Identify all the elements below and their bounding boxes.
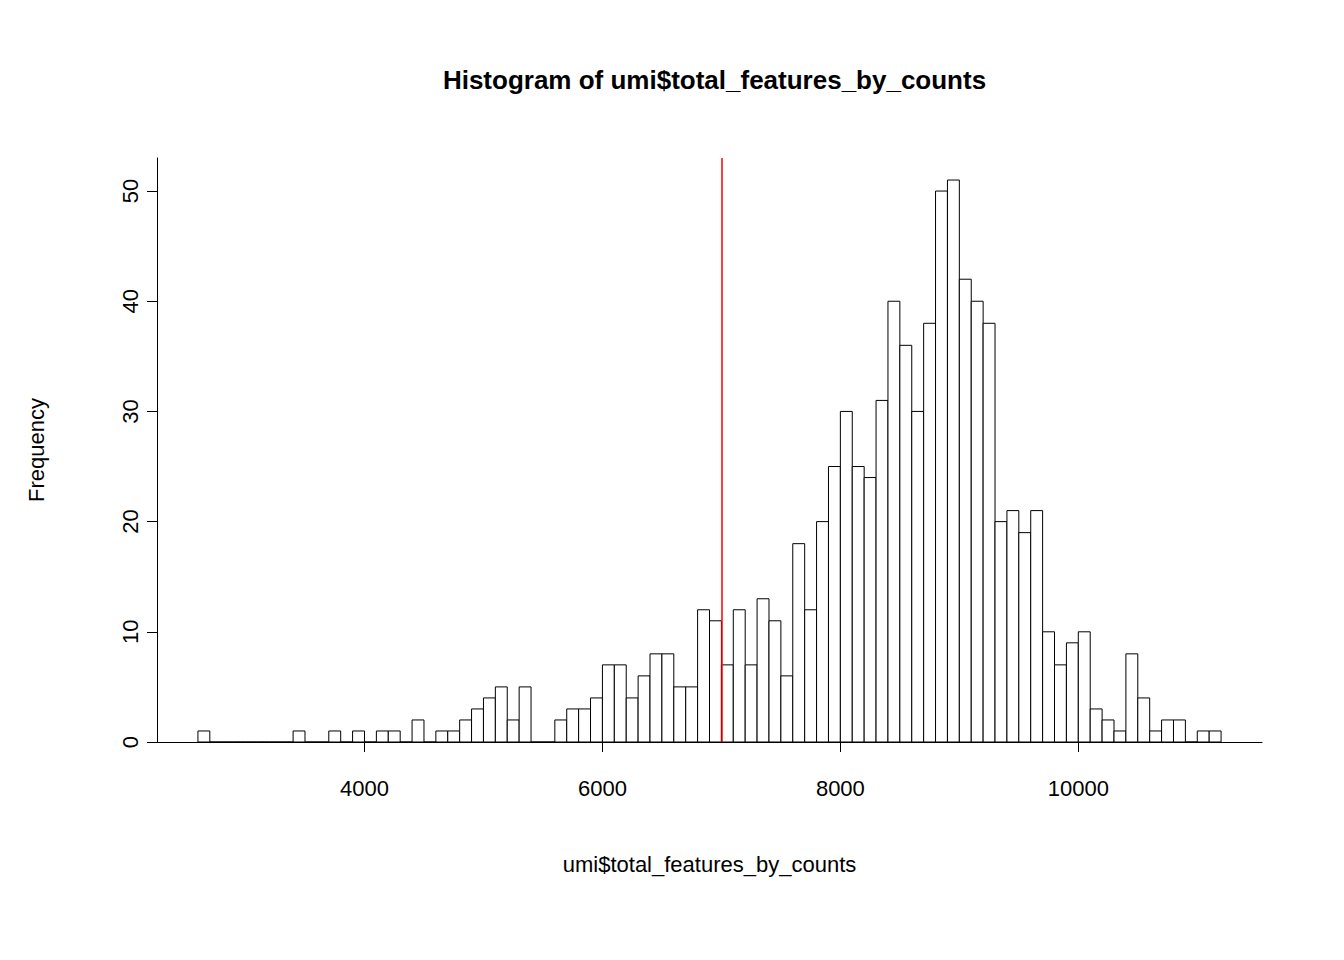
svg-text:4000: 4000 — [340, 776, 389, 801]
svg-text:50: 50 — [118, 179, 143, 203]
svg-text:30: 30 — [118, 399, 143, 423]
svg-text:10: 10 — [118, 620, 143, 644]
svg-text:20: 20 — [118, 509, 143, 533]
svg-text:Histogram of umi$total_feature: Histogram of umi$total_features_by_count… — [443, 65, 986, 95]
svg-text:10000: 10000 — [1048, 776, 1109, 801]
svg-text:umi$total_features_by_counts: umi$total_features_by_counts — [563, 852, 857, 877]
svg-text:6000: 6000 — [578, 776, 627, 801]
svg-text:0: 0 — [118, 736, 143, 748]
svg-text:Frequency: Frequency — [24, 398, 49, 502]
svg-text:8000: 8000 — [816, 776, 865, 801]
svg-text:40: 40 — [118, 289, 143, 313]
